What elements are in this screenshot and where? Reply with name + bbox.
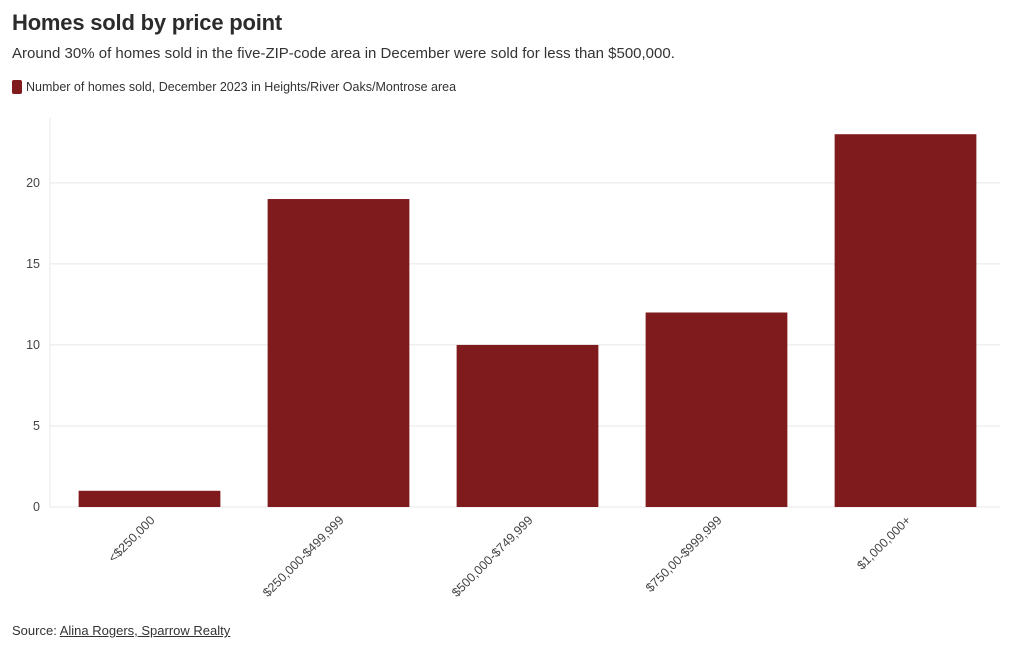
x-tick-label: $500,000-$749,999 [449, 513, 536, 600]
source-note: Source: Alina Rogers, Sparrow Realty [12, 623, 230, 638]
x-tick-label: $250,000-$499,999 [260, 513, 347, 600]
source-prefix: Source: [12, 623, 57, 638]
bar [456, 344, 599, 507]
y-tick-label: 5 [33, 419, 40, 433]
y-tick-label: 15 [26, 257, 40, 271]
chart-title: Homes sold by price point [12, 10, 283, 35]
legend: Number of homes sold, December 2023 in H… [12, 80, 456, 94]
x-tick-label: $1,000,000+ [854, 513, 913, 572]
bar [645, 312, 788, 507]
y-tick-label: 10 [26, 338, 40, 352]
y-tick-label: 20 [26, 176, 40, 190]
legend-swatch [12, 80, 22, 94]
bar [78, 490, 221, 507]
legend-label: Number of homes sold, December 2023 in H… [26, 80, 457, 94]
bar-chart: 0 5 10 15 20 <$250,000 $250,000-$499,999 $500,0… [26, 118, 1000, 600]
bar [267, 199, 410, 507]
chart-subtitle: Around 30% of homes sold in the five-ZIP… [12, 45, 675, 62]
source-link[interactable]: Alina Rogers, Sparrow Realty [59, 623, 231, 638]
x-tick-label: <$250,000 [106, 513, 158, 565]
bar [834, 134, 977, 508]
x-tick-label: $750,00-$999,999 [643, 513, 725, 595]
y-tick-label: 0 [33, 500, 40, 514]
